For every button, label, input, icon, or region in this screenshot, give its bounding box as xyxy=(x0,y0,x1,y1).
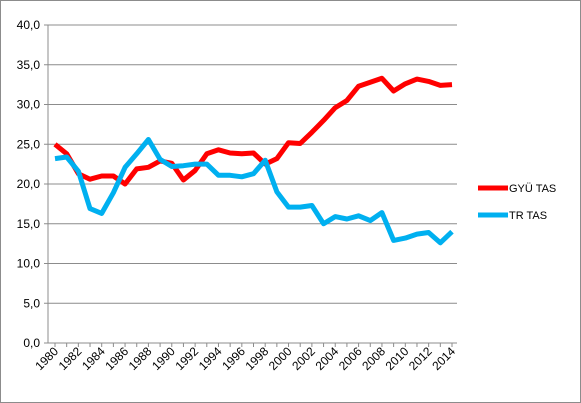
x-tick-label: 1988 xyxy=(126,344,155,373)
y-tick-label: 15,0 xyxy=(17,217,41,231)
legend: GYÜ TAS TR TAS xyxy=(478,183,556,222)
x-tick-label: 2006 xyxy=(336,344,365,373)
x-tick-label: 1992 xyxy=(172,344,201,373)
x-tick-label: 1998 xyxy=(243,344,272,373)
y-tick-label: 0,0 xyxy=(23,336,40,350)
legend-label-1: TR TAS xyxy=(509,210,547,222)
x-tick-label: 1982 xyxy=(56,344,85,373)
series-lines xyxy=(53,75,454,246)
series-line-1 xyxy=(54,137,454,246)
x-tick-label: 2000 xyxy=(266,344,295,373)
x-tick-label: 1996 xyxy=(219,344,248,373)
x-tick-label: 2010 xyxy=(383,344,412,373)
x-tick-label: 2002 xyxy=(289,344,318,373)
x-tick-label: 2004 xyxy=(313,344,342,373)
x-tick-label: 2008 xyxy=(359,344,388,373)
y-tick-label: 40,0 xyxy=(17,18,41,32)
y-tick-label: 5,0 xyxy=(23,296,40,310)
x-tick-label: 1984 xyxy=(79,344,108,373)
legend-label-0: GYÜ TAS xyxy=(509,183,556,195)
axes xyxy=(44,24,457,347)
gridlines xyxy=(48,24,457,304)
y-tick-labels: 0,0 5,0 10,0 15,0 20,0 25,0 30,0 35,0 40,0 xyxy=(17,18,41,350)
y-tick-label: 35,0 xyxy=(17,58,41,72)
x-tick-label: 2012 xyxy=(406,344,435,373)
x-tick-labels: 1980198219841986198819901992199419961998… xyxy=(32,344,458,373)
x-tick-label: 1994 xyxy=(196,344,225,373)
x-tick-label: 1986 xyxy=(102,344,131,373)
x-tick-label: 1990 xyxy=(149,344,178,373)
y-tick-label: 25,0 xyxy=(17,137,41,151)
y-tick-label: 10,0 xyxy=(17,257,41,271)
y-tick-label: 30,0 xyxy=(17,98,41,112)
x-tick-label: 2014 xyxy=(429,344,458,373)
y-tick-label: 20,0 xyxy=(17,177,41,191)
series-line-0 xyxy=(53,75,453,187)
